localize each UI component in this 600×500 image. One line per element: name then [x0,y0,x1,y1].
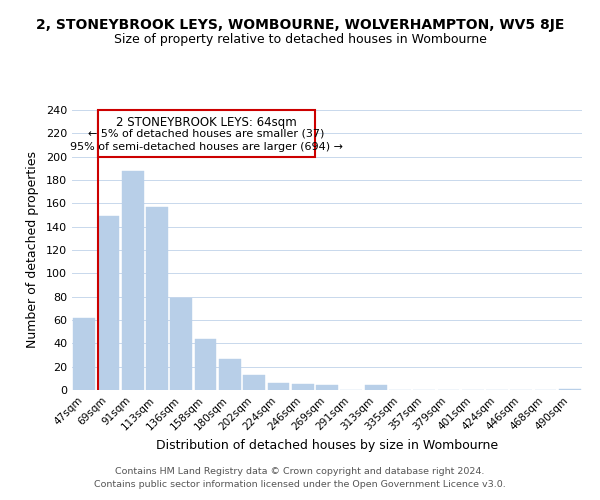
Bar [170,298,192,390]
Bar [316,386,338,390]
Bar [146,207,168,390]
Text: Contains public sector information licensed under the Open Government Licence v3: Contains public sector information licen… [94,480,506,489]
Bar [122,170,143,390]
Y-axis label: Number of detached properties: Number of detached properties [26,152,39,348]
Bar [243,375,265,390]
Bar [219,358,241,390]
Bar [292,384,314,390]
Text: ← 5% of detached houses are smaller (37): ← 5% of detached houses are smaller (37) [88,128,325,138]
Text: 95% of semi-detached houses are larger (694) →: 95% of semi-detached houses are larger (… [70,142,343,152]
Bar [73,318,95,390]
Text: Contains HM Land Registry data © Crown copyright and database right 2024.: Contains HM Land Registry data © Crown c… [115,467,485,476]
Text: Size of property relative to detached houses in Wombourne: Size of property relative to detached ho… [113,32,487,46]
Bar [194,338,217,390]
Bar [97,216,119,390]
Bar [268,383,289,390]
FancyBboxPatch shape [97,110,315,156]
X-axis label: Distribution of detached houses by size in Wombourne: Distribution of detached houses by size … [156,438,498,452]
Bar [365,386,386,390]
Text: 2 STONEYBROOK LEYS: 64sqm: 2 STONEYBROOK LEYS: 64sqm [116,116,296,129]
Bar [559,389,581,390]
Text: 2, STONEYBROOK LEYS, WOMBOURNE, WOLVERHAMPTON, WV5 8JE: 2, STONEYBROOK LEYS, WOMBOURNE, WOLVERHA… [36,18,564,32]
